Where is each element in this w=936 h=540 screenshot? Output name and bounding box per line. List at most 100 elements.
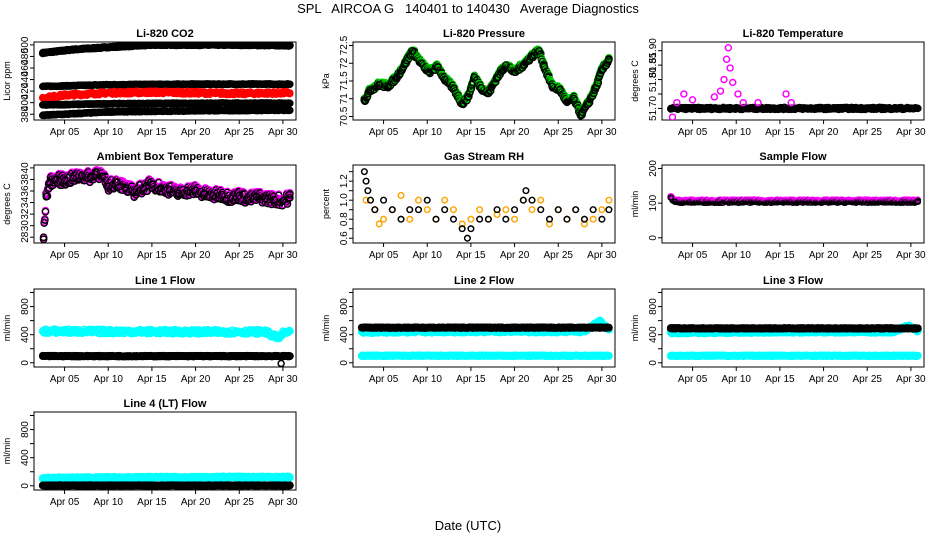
data-point: [360, 168, 368, 176]
data-point: [577, 110, 585, 119]
y-tick-label: 72.5: [339, 35, 350, 55]
y-axis-label: degrees C: [2, 183, 12, 225]
data-point: [782, 90, 790, 98]
x-tick-label: Apr 20: [500, 250, 530, 261]
data-point: [86, 173, 95, 182]
y-tick-label: 0.8: [339, 212, 350, 226]
data-point: [244, 195, 252, 204]
series-pressure: [360, 45, 613, 120]
x-tick-label: Apr 25: [852, 250, 882, 261]
y-tick-label: 70.5: [339, 106, 350, 126]
data-point: [591, 84, 600, 92]
data-point: [415, 206, 422, 214]
data-point: [423, 196, 431, 204]
x-tick-label: Apr 05: [678, 127, 708, 138]
data-point: [502, 215, 510, 223]
data-point: [425, 68, 433, 76]
page-title: SPL AIRCOA G 140401 to 140430 Average Di…: [297, 1, 639, 16]
data-point: [556, 86, 564, 94]
data-point: [580, 215, 588, 223]
y-tick-label: 51.80: [648, 67, 659, 92]
y-axis-label: degrees C: [630, 60, 640, 102]
series-sample-flow: [667, 193, 922, 207]
x-tick-label: Apr 15: [456, 127, 486, 138]
data-point: [78, 172, 86, 180]
data-point: [104, 182, 113, 191]
data-point: [667, 104, 675, 113]
y-tick-label: 1.2: [339, 174, 350, 188]
data-point: [286, 42, 294, 50]
data-point: [121, 184, 130, 192]
data-point: [548, 82, 556, 91]
data-point: [598, 66, 606, 75]
panel-title: Sample Flow: [759, 151, 827, 163]
x-tick-label: Apr 05: [50, 250, 80, 261]
y-tick-label: 440: [20, 71, 31, 88]
data-point: [463, 234, 471, 242]
data-point: [423, 206, 431, 214]
data-point: [252, 192, 261, 201]
y-axis-label: percent: [321, 188, 331, 219]
y-tick-label: 420: [20, 82, 31, 99]
data-point: [476, 215, 484, 223]
data-point: [401, 59, 410, 68]
data-point: [467, 225, 475, 233]
data-point: [605, 55, 613, 64]
x-tick-label: Apr 30: [587, 127, 617, 138]
data-point: [388, 206, 396, 214]
x-tick-label: Apr 10: [721, 127, 751, 138]
data-point: [200, 190, 209, 198]
data-point: [598, 206, 606, 214]
data-point: [433, 62, 442, 71]
data-point: [148, 88, 156, 96]
data-point: [914, 104, 922, 113]
x-tick-label: Apr 10: [93, 127, 123, 138]
data-point: [384, 82, 392, 91]
data-point: [449, 215, 457, 223]
x-tick-label: Apr 10: [412, 127, 442, 138]
data-point: [739, 99, 747, 107]
x-tick-label: Apr 15: [765, 127, 795, 138]
x-tick-label: Apr 15: [456, 250, 486, 261]
series-temp: [667, 103, 922, 114]
plot-frame: [33, 164, 297, 244]
data-point: [673, 99, 681, 107]
data-point: [60, 176, 69, 185]
data-point: [546, 215, 553, 223]
data-point: [528, 196, 536, 204]
x-tick-label: Apr 25: [224, 250, 254, 261]
data-point: [191, 42, 200, 49]
data-point: [182, 187, 191, 195]
data-point: [191, 99, 200, 107]
data-point: [191, 89, 200, 97]
data-point: [92, 168, 100, 176]
data-point: [605, 206, 613, 214]
y-tick-label: 51.90: [648, 38, 659, 63]
data-point: [209, 191, 217, 200]
x-tick-label: Apr 30: [587, 250, 617, 261]
data-point: [286, 106, 294, 114]
data-point: [476, 206, 484, 214]
x-tick-label: Apr 30: [268, 127, 298, 138]
data-point: [408, 47, 417, 55]
series-std-3: [39, 99, 294, 109]
data-point: [156, 184, 165, 192]
x-tick-label: Apr 25: [543, 127, 573, 138]
plot-area: [39, 166, 294, 243]
panel-title: Li-820 Temperature: [743, 28, 844, 40]
data-point: [546, 220, 553, 228]
data-point: [397, 191, 405, 199]
data-point: [467, 215, 475, 223]
data-point: [286, 80, 294, 88]
data-point: [537, 196, 545, 204]
x-tick-label: Apr 30: [896, 127, 926, 138]
data-point: [380, 196, 388, 204]
data-point: [191, 186, 200, 195]
data-point: [720, 75, 728, 84]
data-point: [441, 196, 449, 204]
data-point: [39, 111, 47, 120]
data-point: [787, 99, 795, 107]
data-point: [235, 42, 244, 49]
y-axis-label: Licor ppm: [2, 61, 12, 101]
